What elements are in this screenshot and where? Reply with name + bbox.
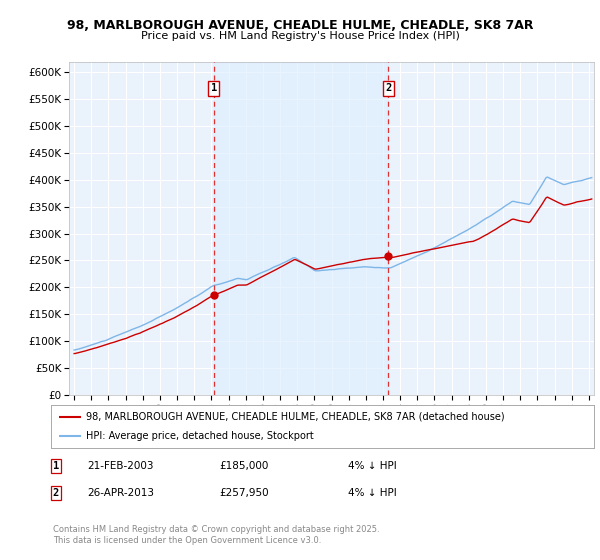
Text: 98, MARLBOROUGH AVENUE, CHEADLE HULME, CHEADLE, SK8 7AR (detached house): 98, MARLBOROUGH AVENUE, CHEADLE HULME, C… [86, 412, 505, 422]
Text: 2: 2 [53, 488, 59, 498]
Text: HPI: Average price, detached house, Stockport: HPI: Average price, detached house, Stoc… [86, 431, 314, 441]
Text: 4% ↓ HPI: 4% ↓ HPI [348, 488, 397, 498]
Text: 98, MARLBOROUGH AVENUE, CHEADLE HULME, CHEADLE, SK8 7AR: 98, MARLBOROUGH AVENUE, CHEADLE HULME, C… [67, 19, 533, 32]
Text: Price paid vs. HM Land Registry's House Price Index (HPI): Price paid vs. HM Land Registry's House … [140, 31, 460, 41]
Text: 1: 1 [53, 461, 59, 471]
Text: 21-FEB-2003: 21-FEB-2003 [87, 461, 154, 471]
Text: Contains HM Land Registry data © Crown copyright and database right 2025.
This d: Contains HM Land Registry data © Crown c… [53, 525, 379, 545]
Text: 4% ↓ HPI: 4% ↓ HPI [348, 461, 397, 471]
Text: £257,950: £257,950 [219, 488, 269, 498]
Text: 2: 2 [385, 83, 392, 94]
Text: 1: 1 [211, 83, 217, 94]
Text: £185,000: £185,000 [219, 461, 268, 471]
Bar [214, 62, 388, 395]
Text: 26-APR-2013: 26-APR-2013 [87, 488, 154, 498]
